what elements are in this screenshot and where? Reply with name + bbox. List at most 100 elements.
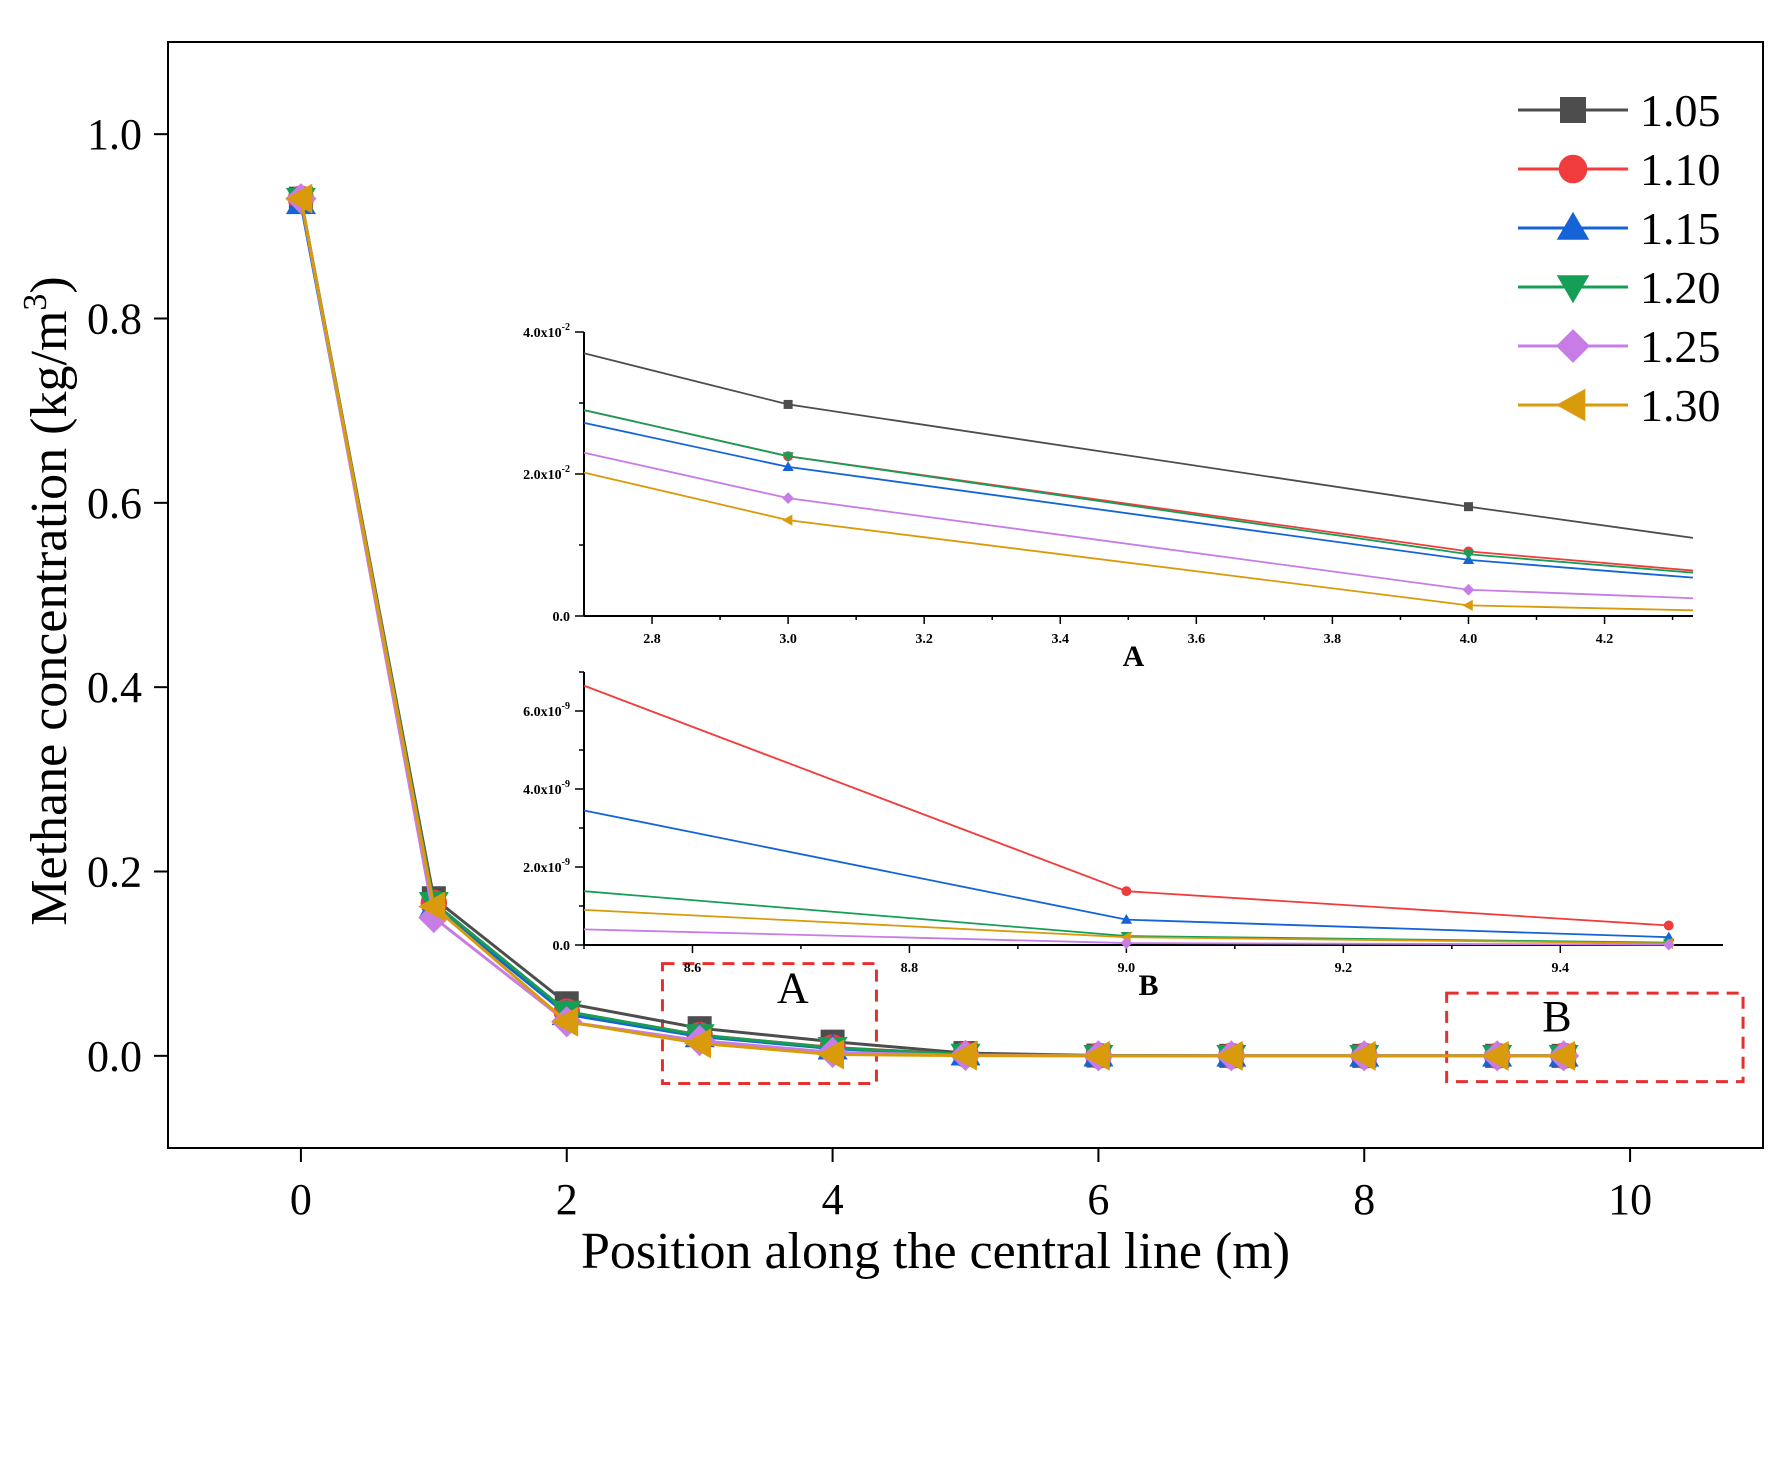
legend-label: 1.25 [1640, 321, 1721, 372]
inset-x-tick-label: 3.2 [915, 632, 933, 647]
x-axis-label: Position along the central line (m) [581, 1223, 1290, 1280]
y-tick-label: 0.2 [87, 848, 142, 897]
inset-y-tick-label: 2.0x10-2 [523, 464, 570, 483]
inset-x-tick-label: 3.0 [779, 632, 797, 647]
inset-y-tick-base: 0.0 [553, 939, 571, 954]
series-1.05 [288, 186, 1576, 1068]
data-point [418, 891, 446, 922]
inset-data-point [782, 514, 793, 526]
data-point [1215, 1040, 1243, 1071]
inset-x-tick-label: 4.0 [1460, 632, 1478, 647]
legend-label: 1.10 [1640, 144, 1721, 195]
y-tick-label: 0.0 [87, 1032, 142, 1081]
inset-y-tick-base: 6.0x10 [523, 705, 562, 720]
y-axis-label: Methane concentration (kg/m3) [17, 276, 78, 925]
inset-x-tick-label: 4.2 [1596, 632, 1614, 647]
inset-data-point [1462, 599, 1473, 611]
inset-B: 8.6 8.8 9.0 9.2 9.40.02.0x10-94.0x10-96.0x10… [523, 671, 1723, 1002]
inset-y-tick-label: 2.0x10-9 [523, 857, 570, 876]
x-tick-label: 0 [290, 1175, 312, 1224]
inset-data-point [1120, 937, 1133, 949]
inset-x-tick-label: 9.4 [1552, 961, 1570, 976]
inset-x-tick-label: 9.0 [1118, 961, 1136, 976]
inset-y-tick-label: 0.0 [553, 939, 571, 954]
plot-frame [167, 41, 1764, 1149]
inset-x-tick-label: 8.8 [901, 961, 919, 976]
inset-series-1.10 [583, 684, 1674, 931]
inset-y-tick-exp: -9 [562, 701, 570, 712]
data-point [684, 1028, 712, 1059]
inset-y-tick-base: 2.0x10 [523, 468, 562, 483]
data-point [949, 1040, 977, 1071]
legend-marker [1556, 275, 1590, 304]
inset-y-tick-label: 6.0x10-9 [523, 701, 570, 720]
data-point [551, 1006, 579, 1037]
inset-y-tick-exp: -9 [562, 857, 570, 868]
inset-data-point [1662, 938, 1675, 951]
legend-item: 1.25 [1518, 321, 1721, 372]
inset-data-point [1463, 502, 1473, 512]
inset-series-line [583, 471, 1694, 612]
inset-data-point [1121, 886, 1132, 897]
inset-series-line [583, 352, 1694, 539]
inset-x-tick-label: 8.6 [684, 961, 702, 976]
inset-x-tick-label: 2.8 [643, 632, 661, 647]
zoom-box-label: B [1542, 992, 1571, 1041]
inset-x-tick-label: 3.4 [1052, 632, 1070, 647]
x-tick-label: 8 [1353, 1175, 1375, 1224]
inset-y-tick-base: 0.0 [553, 610, 571, 625]
legend: 1.05 1.10 1.15 1.20 1.25 1.30 [1518, 85, 1721, 431]
legend-marker [1556, 211, 1590, 240]
y-axis-label-close: ) [21, 276, 78, 293]
x-tick-label: 6 [1087, 1175, 1109, 1224]
legend-item: 1.20 [1518, 262, 1721, 313]
legend-marker [1556, 329, 1590, 363]
y-tick-label: 0.4 [87, 663, 142, 712]
inset-data-point [782, 492, 794, 504]
x-tick-label: 10 [1608, 1175, 1652, 1224]
legend-item: 1.15 [1518, 203, 1721, 254]
inset-y-tick-label: 4.0x10-9 [523, 779, 570, 798]
legend-item: 1.10 [1518, 144, 1721, 195]
legend-label: 1.15 [1640, 203, 1721, 254]
inset-y-tick-exp: -2 [562, 464, 570, 475]
legend-marker [1558, 154, 1588, 184]
y-tick-label: 0.6 [87, 479, 142, 528]
inset-y-tick-base: 4.0x10 [523, 783, 562, 798]
inset-series-1.15 [583, 809, 1675, 942]
inset-data-point [782, 452, 794, 462]
y-axis-label-text: Methane concentration (kg/m [21, 311, 78, 926]
legend-item: 1.05 [1518, 85, 1721, 136]
inset-y-tick-label: 0.0 [553, 610, 571, 625]
x-tick-label: 2 [556, 1175, 578, 1224]
data-point [1082, 1040, 1110, 1071]
inset-x-tick-label: 3.6 [1188, 632, 1206, 647]
inset-series-line [583, 422, 1694, 579]
inset-data-point [1462, 583, 1475, 596]
inset-data-point [782, 461, 794, 471]
inset-A: 2.8 3.0 3.2 3.4 3.6 3.8 4.0 4.20.02.0x10-24.0x1… [523, 322, 1694, 673]
legend-marker [1556, 388, 1586, 422]
legend-label: 1.05 [1640, 85, 1721, 136]
data-point [1481, 1040, 1509, 1071]
inset-data-point [783, 399, 793, 409]
legend-label: 1.30 [1640, 380, 1721, 431]
data-point [816, 1039, 844, 1070]
zoom-box-label: A [777, 963, 809, 1012]
inset-label: A [1123, 640, 1145, 673]
inset-series-line [583, 451, 1694, 600]
inset-label: B [1138, 969, 1158, 1002]
inset-y-tick-exp: -2 [562, 322, 570, 333]
inset-y-tick-base: 2.0x10 [523, 861, 562, 876]
inset-x-tick-label: 9.2 [1335, 961, 1353, 976]
y-tick-label: 0.8 [87, 295, 142, 344]
y-tick-label: 1.0 [87, 110, 142, 159]
zoom-box [1445, 991, 1745, 1084]
data-point [285, 183, 313, 214]
inset-y-tick-base: 4.0x10 [523, 326, 562, 341]
main-plot: 0 2 4 6 8 10 0.0 0.2 0.4 0.6 0.8 1.0 Position along … [17, 41, 1764, 1280]
inset-series-1.20 [583, 409, 1694, 574]
inset-series-1.15 [583, 422, 1694, 579]
series-1.30 [285, 183, 1576, 1071]
